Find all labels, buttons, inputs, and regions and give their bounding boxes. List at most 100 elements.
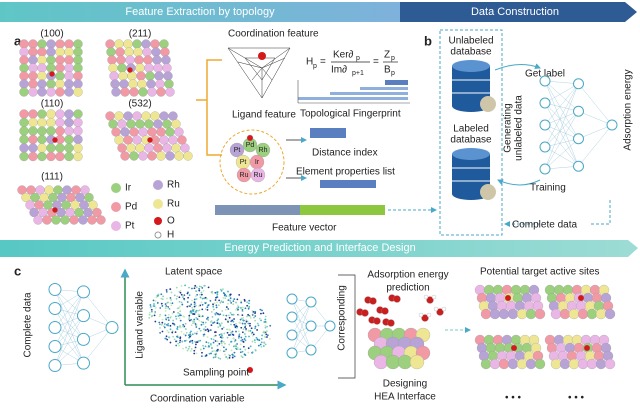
dot: [186, 301, 189, 303]
dot: [191, 287, 193, 290]
atom: [129, 87, 139, 97]
dot: [196, 293, 199, 296]
atom: [180, 143, 190, 153]
dot: [165, 335, 168, 338]
dot: [163, 323, 166, 325]
atom: [123, 39, 133, 49]
dot: [245, 319, 248, 322]
dot: [241, 338, 244, 341]
dot: [210, 324, 213, 327]
dot: [255, 336, 258, 339]
dot: [235, 326, 238, 329]
dot: [257, 324, 260, 327]
atom: [153, 63, 163, 73]
dot: [234, 344, 237, 347]
dot: [230, 340, 232, 343]
dot: [248, 335, 250, 338]
node: [48, 283, 62, 296]
node: [105, 321, 119, 334]
atom: [126, 119, 136, 129]
atom: [480, 308, 492, 320]
dot: [189, 331, 192, 334]
dot: [204, 321, 207, 324]
bracket: [196, 59, 222, 156]
dot: [165, 317, 167, 320]
dot: [204, 345, 207, 348]
atom: [73, 63, 83, 73]
dot: [198, 309, 201, 312]
dot: [169, 297, 172, 299]
dot: [221, 344, 223, 347]
atom: [37, 134, 47, 145]
dot: [182, 347, 184, 350]
dot: [223, 332, 226, 335]
atom: [171, 143, 181, 153]
dot: [244, 322, 246, 325]
atom: [534, 358, 546, 370]
dot: [169, 328, 172, 331]
atom: [163, 71, 173, 81]
label: Get label: [525, 69, 565, 80]
dot: [230, 301, 233, 304]
dot: [216, 312, 219, 315]
dot: [241, 356, 244, 359]
dot: [178, 341, 181, 344]
atom: [55, 143, 65, 153]
label: Distance index: [312, 148, 378, 159]
dot: [243, 300, 246, 302]
atom: [19, 55, 29, 65]
dot: [264, 326, 267, 329]
atom: [164, 79, 174, 89]
dot: [163, 326, 166, 329]
dot: [179, 291, 182, 294]
dot: [216, 322, 219, 325]
arrow: [497, 179, 541, 186]
dot: [219, 301, 222, 304]
node: [539, 163, 551, 175]
atom: [433, 306, 439, 312]
dot: [182, 323, 185, 326]
dot: [251, 340, 254, 343]
dot: [249, 330, 252, 332]
atom-label: Ir: [255, 159, 260, 166]
dot: [213, 349, 215, 352]
label: Topological Fingerprint: [300, 109, 401, 120]
atom: [28, 109, 38, 119]
atom: [137, 79, 147, 89]
mesh: [227, 47, 291, 99]
atom: [125, 55, 135, 65]
atom: [42, 215, 52, 225]
dot: [159, 326, 161, 329]
atom: [105, 39, 115, 49]
dot: [225, 356, 228, 358]
dot: [214, 313, 217, 316]
panel-label: b: [424, 33, 432, 48]
atom: [132, 111, 142, 121]
dot: [231, 356, 234, 359]
dot: [210, 338, 213, 340]
edge: [544, 166, 579, 170]
dot: [195, 332, 198, 335]
atom: [418, 312, 424, 318]
atom: [37, 109, 47, 119]
atom: [87, 215, 97, 225]
atom: [55, 87, 65, 97]
dot: [201, 351, 203, 354]
atom: [96, 215, 106, 225]
dot: [165, 337, 168, 340]
dot: [167, 316, 170, 319]
atom: [19, 87, 29, 97]
atom: [46, 126, 56, 136]
dot: [216, 296, 219, 299]
dot: [235, 325, 238, 327]
atom: [51, 215, 61, 225]
atom-label: Pt: [234, 147, 241, 154]
atom: [568, 308, 580, 320]
dot: [247, 330, 250, 333]
dot: [214, 331, 216, 334]
atom: [507, 308, 519, 320]
dot: [177, 342, 180, 345]
atom-label: Pd: [246, 142, 255, 149]
dot: [165, 289, 168, 291]
atom: [145, 71, 155, 81]
